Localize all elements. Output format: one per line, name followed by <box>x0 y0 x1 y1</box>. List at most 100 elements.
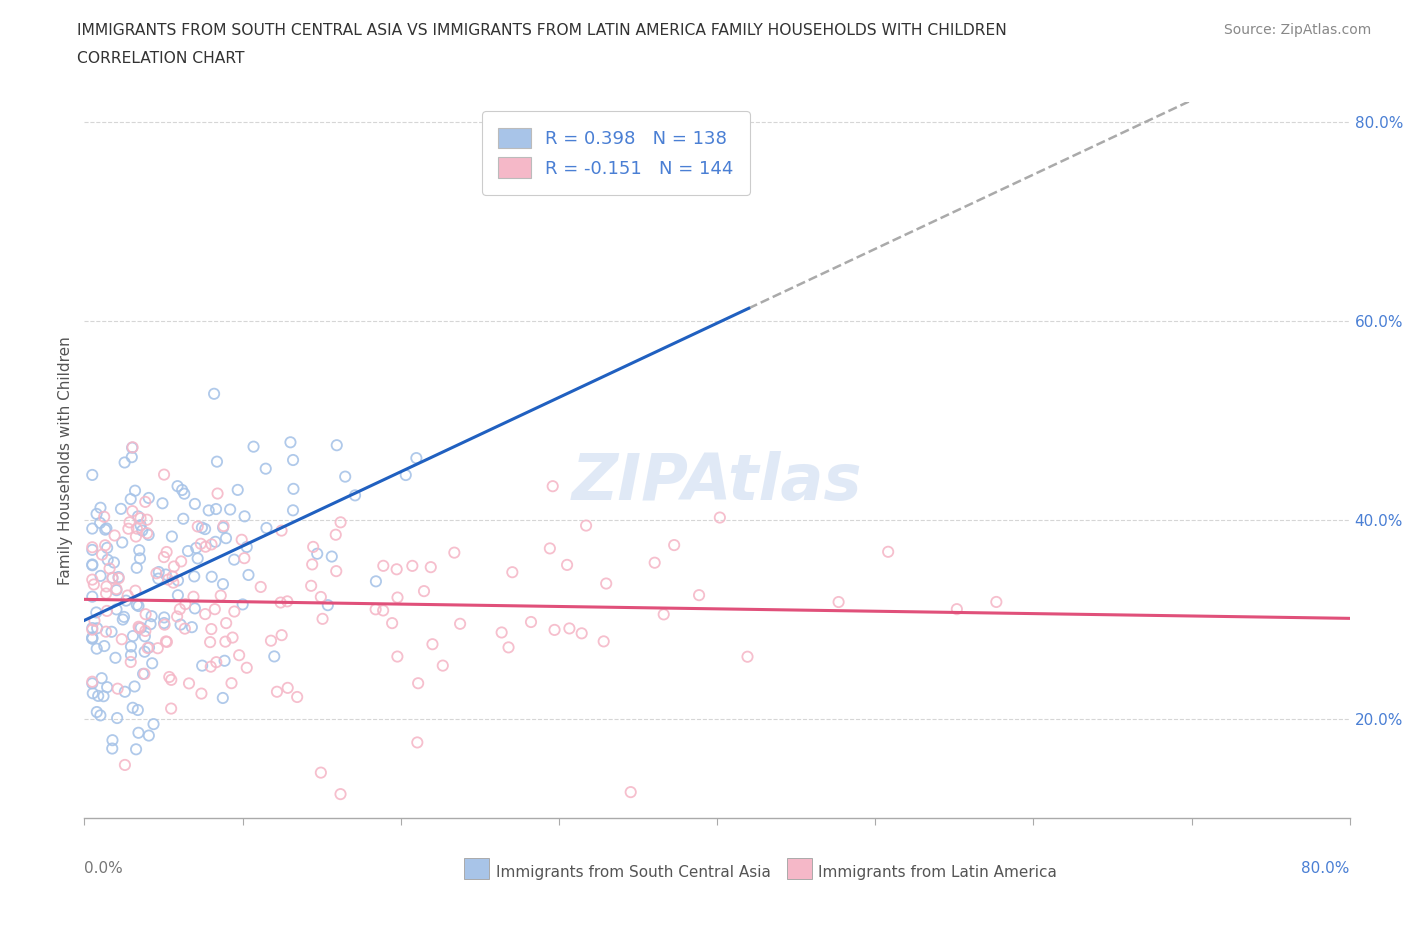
Point <box>146 641 169 656</box>
Point <box>82 539 104 554</box>
Point <box>401 558 423 573</box>
Point <box>134 495 156 510</box>
Point <box>127 725 149 740</box>
Point <box>541 479 564 494</box>
Point <box>202 386 225 401</box>
Point <box>82 630 104 644</box>
Point <box>186 540 208 555</box>
Point <box>114 684 136 699</box>
Point <box>226 483 249 498</box>
Point <box>173 621 195 636</box>
Point <box>139 617 162 631</box>
Point <box>82 558 104 573</box>
Point <box>96 680 118 695</box>
Point <box>422 637 444 652</box>
Point <box>125 529 148 544</box>
Point <box>128 543 150 558</box>
Point <box>191 658 214 673</box>
Point <box>153 467 176 482</box>
Point <box>498 640 520 655</box>
Point <box>120 647 142 662</box>
Point <box>134 629 156 644</box>
Point <box>309 590 332 604</box>
Point <box>89 568 111 583</box>
Point <box>381 616 404 631</box>
Point <box>134 644 156 659</box>
Point <box>214 653 236 668</box>
Point <box>201 569 224 584</box>
Point <box>335 469 357 484</box>
Point <box>827 594 849 609</box>
Point <box>215 531 238 546</box>
Point <box>82 620 104 635</box>
Point <box>169 602 191 617</box>
Point <box>174 597 197 612</box>
Point <box>173 486 195 501</box>
Point <box>117 522 139 537</box>
Point <box>98 561 121 576</box>
Point <box>104 650 127 665</box>
Point <box>270 628 292 643</box>
Point <box>302 539 325 554</box>
Point <box>301 557 323 572</box>
Y-axis label: Family Households with Children: Family Households with Children <box>58 336 73 585</box>
Point <box>737 649 759 664</box>
Point <box>82 676 104 691</box>
Point <box>219 502 242 517</box>
Point <box>86 507 108 522</box>
Point <box>198 634 221 649</box>
Point <box>180 619 202 634</box>
Point <box>90 671 112 685</box>
Point <box>136 512 159 527</box>
Point <box>395 468 418 483</box>
Point <box>235 660 257 675</box>
Point <box>184 601 207 616</box>
FancyBboxPatch shape <box>787 857 813 879</box>
Point <box>329 787 352 802</box>
Point <box>215 616 238 631</box>
Point <box>94 624 117 639</box>
Point <box>205 501 228 516</box>
Point <box>160 701 183 716</box>
Point <box>652 607 675 622</box>
Point <box>107 570 129 585</box>
Point <box>82 572 104 587</box>
Point <box>82 622 104 637</box>
Point <box>558 621 581 636</box>
Point <box>283 482 305 497</box>
Point <box>575 518 598 533</box>
Point <box>121 450 143 465</box>
Point <box>135 606 157 621</box>
Point <box>94 586 117 601</box>
Point <box>134 623 156 638</box>
Point <box>555 557 578 572</box>
Point <box>280 435 302 450</box>
Point <box>86 641 108 656</box>
Point <box>82 590 104 604</box>
Point <box>87 688 110 703</box>
Point <box>364 602 387 617</box>
Point <box>260 633 283 648</box>
Text: CORRELATION CHART: CORRELATION CHART <box>77 51 245 66</box>
Point <box>276 594 298 609</box>
Point <box>105 711 128 725</box>
Point <box>162 569 184 584</box>
Point <box>197 503 219 518</box>
Point <box>124 679 146 694</box>
Point <box>167 573 190 588</box>
Point <box>138 490 160 505</box>
Point <box>96 604 118 618</box>
Point <box>177 544 200 559</box>
Point <box>232 597 254 612</box>
Point <box>205 655 228 670</box>
Point <box>82 557 104 572</box>
Point <box>211 691 233 706</box>
Point <box>299 578 322 593</box>
Point <box>101 571 124 586</box>
Point <box>200 537 222 551</box>
Point <box>117 588 139 603</box>
Point <box>136 525 159 540</box>
Point <box>142 717 165 732</box>
Point <box>281 503 304 518</box>
Point <box>153 610 176 625</box>
